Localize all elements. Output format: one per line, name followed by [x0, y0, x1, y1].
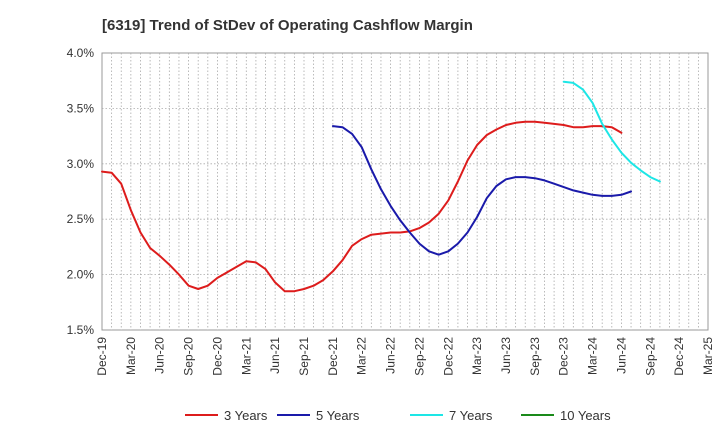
x-tick-label: Dec-19 [95, 337, 109, 376]
y-tick-label: 4.0% [67, 46, 95, 60]
x-tick-label: Mar-20 [124, 337, 138, 375]
x-tick-label: Dec-21 [326, 337, 340, 376]
x-tick-label: Mar-25 [701, 337, 715, 375]
x-tick-label: Mar-22 [355, 337, 369, 375]
legend-label: 3 Years [224, 408, 268, 423]
y-tick-label: 1.5% [67, 323, 95, 337]
x-tick-label: Jun-20 [153, 337, 167, 374]
x-tick-label: Sep-24 [643, 337, 657, 376]
y-tick-label: 3.5% [67, 101, 95, 115]
x-tick-label: Mar-23 [470, 337, 484, 375]
y-tick-label: 2.0% [67, 268, 95, 282]
x-tick-label: Sep-20 [182, 337, 196, 376]
legend-label: 5 Years [316, 408, 360, 423]
x-tick-label: Sep-21 [297, 337, 311, 376]
x-axis-ticks: Dec-19 Mar-20 Jun-20 Sep-20 Dec-20 Mar-21 Jun-… [95, 337, 715, 376]
x-tick-label: Dec-22 [441, 337, 455, 376]
x-tick-label: Mar-24 [586, 337, 600, 375]
x-tick-label: Dec-24 [672, 337, 686, 376]
x-tick-label: Jun-24 [614, 337, 628, 374]
legend: 3 Years 5 Years 7 Years 10 Years [185, 408, 611, 423]
x-tick-label: Sep-22 [412, 337, 426, 376]
series-line-5-years [331, 125, 632, 256]
chart-title: [6319] Trend of StDev of Operating Cashf… [102, 17, 473, 34]
x-tick-label: Jun-22 [384, 337, 398, 374]
series-line-7-years [562, 80, 661, 183]
x-tick-label: Dec-20 [210, 337, 224, 376]
grid [101, 52, 709, 331]
series-lines [101, 80, 661, 293]
y-tick-label: 3.0% [67, 157, 95, 171]
x-tick-label: Mar-21 [239, 337, 253, 375]
plot-area [101, 52, 709, 331]
x-tick-label: Dec-23 [557, 337, 571, 376]
legend-label: 7 Years [449, 408, 493, 423]
legend-label: 10 Years [560, 408, 611, 423]
y-tick-label: 2.5% [67, 212, 95, 226]
x-tick-label: Jun-23 [499, 337, 513, 374]
x-tick-label: Sep-23 [528, 337, 542, 376]
y-axis-ticks: 1.5% 2.0% 2.5% 3.0% 3.5% 4.0% [67, 46, 95, 337]
x-tick-label: Jun-21 [268, 337, 282, 374]
series-line-3-years [101, 120, 623, 293]
